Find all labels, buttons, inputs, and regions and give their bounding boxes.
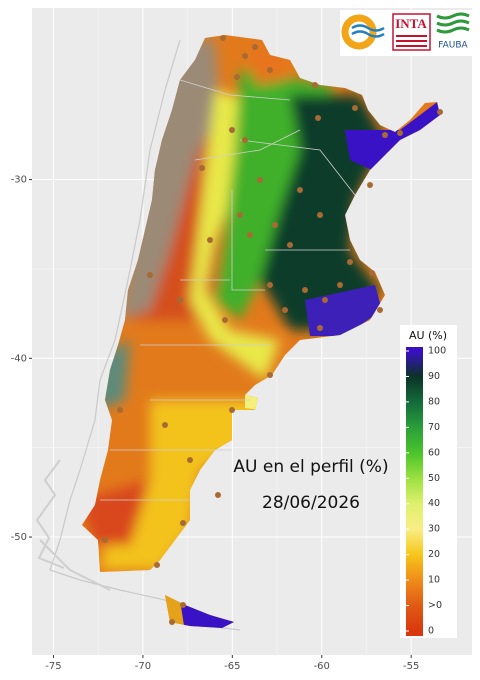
legend-label: 20 — [428, 549, 440, 560]
x-tick-label: -65 — [224, 661, 240, 672]
station — [187, 457, 193, 463]
station — [302, 287, 308, 293]
station — [322, 297, 328, 303]
station — [257, 177, 263, 183]
station — [369, 270, 375, 276]
legend-label: >0 — [428, 600, 442, 611]
station — [180, 520, 186, 526]
station — [252, 44, 258, 50]
x-tick-label: -75 — [45, 661, 61, 672]
station — [337, 282, 343, 288]
station — [215, 492, 221, 498]
station — [199, 165, 205, 171]
station — [347, 259, 353, 265]
neighbor-border — [49, 39, 241, 631]
y-tick-label: -50 — [11, 532, 27, 543]
legend-labels: 100 90 80 70 60 50 40 30 20 10 >0 0 — [406, 346, 446, 637]
station — [180, 602, 186, 608]
region-yellow — [100, 400, 260, 570]
station — [237, 212, 243, 218]
station — [154, 562, 160, 568]
station — [267, 282, 273, 288]
legend-label: 10 — [428, 575, 440, 586]
legend-label: 80 — [428, 396, 440, 407]
legend-label: 60 — [428, 447, 440, 458]
legend-label: 40 — [428, 498, 440, 509]
station — [397, 130, 403, 136]
station — [317, 212, 323, 218]
station — [247, 232, 253, 238]
station — [377, 307, 383, 313]
x-tick-label: -60 — [314, 661, 330, 672]
station — [267, 372, 273, 378]
x-tick-label: -55 — [403, 661, 419, 672]
station — [267, 67, 273, 73]
station — [177, 297, 183, 303]
logo-conicet — [341, 14, 377, 50]
station — [282, 307, 288, 313]
y-tick-label: -40 — [11, 353, 27, 364]
station — [102, 537, 108, 543]
region-blue — [345, 100, 440, 170]
station — [242, 137, 248, 143]
region-nodata — [120, 40, 220, 320]
station — [315, 115, 321, 121]
station — [117, 407, 123, 413]
station — [312, 82, 318, 88]
logo-waves — [351, 24, 385, 38]
station — [147, 272, 153, 278]
station — [242, 53, 248, 59]
legend-label: 30 — [428, 524, 440, 535]
colorbar — [406, 347, 423, 636]
legend-title: AU (%) — [409, 329, 447, 342]
station — [352, 105, 358, 111]
station — [367, 182, 373, 188]
station — [229, 407, 235, 413]
station — [222, 317, 228, 323]
legend-label: 90 — [428, 371, 440, 382]
region-red — [82, 480, 150, 545]
logo-fauba-text: FAUBA — [438, 41, 468, 51]
map-title: AU en el perfil (%) — [233, 457, 388, 477]
x-tick-label: -70 — [135, 661, 151, 672]
legend-label: 70 — [428, 422, 440, 433]
y-tick-label: -30 — [11, 175, 27, 186]
legend-label: 0 — [428, 626, 434, 637]
logo-inta-lines — [396, 35, 427, 47]
station — [437, 109, 443, 115]
station — [382, 132, 388, 138]
legend-label: 50 — [428, 473, 440, 484]
map-date: 28/06/2026 — [262, 493, 360, 513]
stations — [102, 35, 443, 625]
station — [234, 74, 240, 80]
province-borders — [100, 79, 356, 501]
station — [287, 242, 293, 248]
logo-inta — [392, 13, 431, 51]
logo-fauba-mark — [436, 12, 470, 34]
station — [317, 325, 323, 331]
station — [229, 127, 235, 133]
region-lightgreen — [190, 90, 280, 380]
legend-label: 100 — [428, 346, 446, 357]
station — [162, 422, 168, 428]
station — [169, 619, 175, 625]
station — [272, 222, 278, 228]
logo-inta-text: INTA — [395, 16, 427, 31]
station — [207, 237, 213, 243]
station — [220, 35, 226, 41]
chile-islands — [35, 459, 111, 591]
axes: -75 -70 -65 -60 -55 -30 -40 -50 — [11, 175, 420, 672]
station — [297, 187, 303, 193]
